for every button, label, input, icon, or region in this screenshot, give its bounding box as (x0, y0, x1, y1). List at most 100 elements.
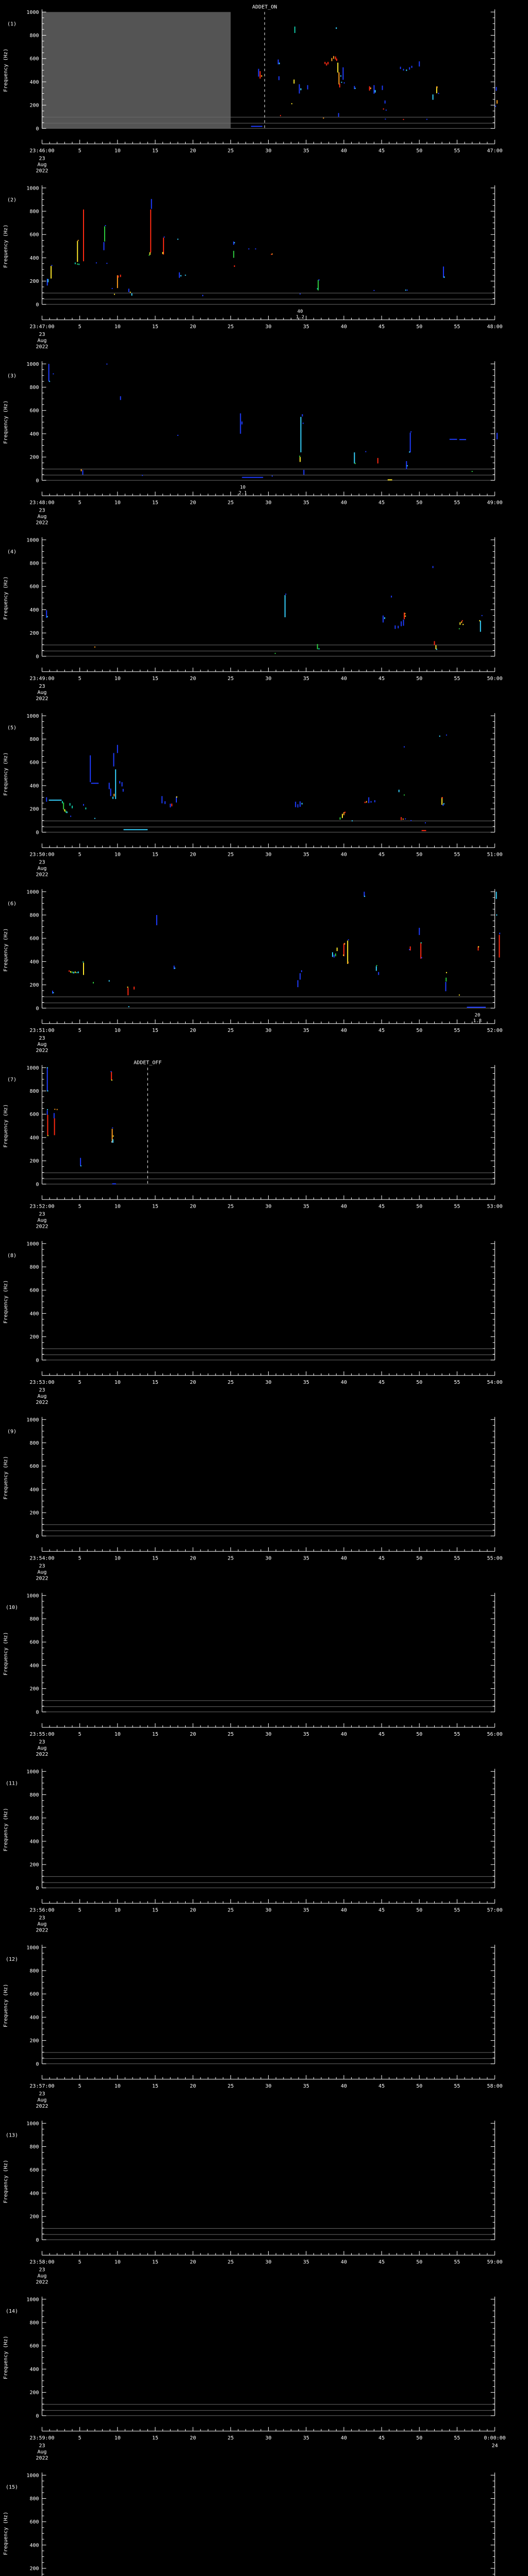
panel-title: ADDET_OFF (134, 1060, 161, 1065)
x-tick-label: 35 (303, 2083, 309, 2089)
y-axis-title: Frequency (Hz) (3, 225, 9, 268)
y-tick-label: 600 (29, 1112, 39, 1117)
x-tick-label: 10 (114, 1028, 121, 1033)
y-tick-label: 0 (36, 1006, 39, 1011)
x-tick-label: 40 (341, 676, 347, 682)
date-line: 23 (39, 2091, 45, 2097)
x-tick-label: 45 (378, 1555, 385, 1561)
panel-10: 0 200 400 600 800 1000 Frequency (Hz) (10) 5 10 15… (3, 1592, 503, 1757)
date-line: 23 (39, 1211, 45, 1217)
x-tick-label: 10 (114, 1732, 121, 1737)
date-line: Aug (37, 1745, 46, 1751)
date-line: 23 (39, 1387, 45, 1393)
x-tick-label: 55 (454, 1380, 460, 1385)
y-axis-title: Frequency (Hz) (3, 1104, 9, 1147)
x-tick-label: 50 (416, 500, 422, 505)
panel-index-label: (7) (7, 1077, 16, 1082)
x-tick-label: 5 (78, 500, 81, 505)
date-line: 2022 (36, 344, 48, 350)
y-tick-label: 600 (29, 232, 39, 238)
x-tick-label: 20 (190, 1204, 196, 1209)
y-tick-label: 0 (36, 478, 39, 484)
y-axis-title: Frequency (Hz) (3, 2336, 9, 2379)
x-tick-label: 30 (266, 1555, 272, 1561)
y-axis-title: Frequency (Hz) (3, 1984, 9, 2027)
y-tick-label: 800 (29, 913, 39, 919)
x-tick-label: 55 (454, 500, 460, 505)
y-tick-label: 800 (29, 33, 39, 39)
x-tick-label: 20 (190, 1028, 196, 1033)
date-line: 2022 (36, 1927, 48, 1933)
y-tick-label: 200 (29, 2566, 39, 2572)
annotation-score: 2.1 (239, 490, 247, 496)
x-tick-label: 5 (78, 1028, 81, 1033)
x-tick-label: 50 (416, 852, 422, 857)
date-line: 23 (39, 156, 45, 161)
y-tick-label: 600 (29, 1816, 39, 1821)
x-end-time-label: 50:00 (487, 676, 503, 682)
y-tick-label: 600 (29, 408, 39, 414)
y-tick-label: 0 (36, 1182, 39, 1188)
x-tick-label: 10 (114, 676, 121, 682)
x-tick-label: 30 (266, 1380, 272, 1385)
y-tick-label: 800 (29, 737, 39, 742)
x-tick-label: 30 (266, 676, 272, 682)
x-tick-label: 25 (227, 2083, 234, 2089)
y-tick-label: 0 (36, 2061, 39, 2067)
x-end-time-label: 59:00 (487, 2259, 503, 2265)
y-tick-label: 800 (29, 561, 39, 567)
y-axis-title: Frequency (Hz) (3, 928, 9, 972)
panel-index-label: (8) (7, 1253, 16, 1259)
y-axis-title: Frequency (Hz) (3, 2512, 9, 2555)
panel-2: 0 200 400 600 800 1000 Frequency (Hz) (2) 5 10 15 2… (3, 185, 503, 350)
y-tick-label: 400 (29, 1663, 39, 1669)
x-tick-label: 35 (303, 1907, 309, 1913)
x-tick-label: 50 (416, 1380, 422, 1385)
x-tick-label: 45 (378, 1732, 385, 1737)
y-tick-label: 1000 (26, 714, 39, 719)
panel-index-label: (14) (6, 2309, 18, 2314)
x-tick-label: 25 (227, 852, 234, 857)
date-line: Aug (37, 866, 46, 871)
date-line: 23 (39, 859, 45, 865)
y-tick-label: 800 (29, 1969, 39, 1974)
x-end-time-label: 58:00 (487, 2083, 503, 2089)
x-tick-label: 50 (416, 1555, 422, 1561)
y-tick-label: 400 (29, 607, 39, 613)
y-tick-label: 400 (29, 2543, 39, 2548)
x-tick-label: 35 (303, 1380, 309, 1385)
panel-6: 0 200 400 600 800 1000 Frequency (Hz) (6) 5 10 15 2… (3, 889, 503, 1054)
date-line: Aug (37, 690, 46, 696)
x-start-time-label: 23:56:00 (29, 1907, 54, 1913)
x-tick-label: 25 (227, 500, 234, 505)
panel-11: 0 200 400 600 800 1000 Frequency (Hz) (11) 5 10 15… (3, 1769, 503, 1933)
x-tick-label: 20 (190, 1907, 196, 1913)
x-tick-label: 10 (114, 2083, 121, 2089)
y-tick-label: 600 (29, 2344, 39, 2349)
x-tick-label: 25 (227, 2435, 234, 2441)
x-tick-label: 35 (303, 676, 309, 682)
x-tick-label: 25 (227, 148, 234, 154)
annotation-score: 1.8 (473, 1019, 482, 1024)
x-tick-label: 35 (303, 148, 309, 154)
x-tick-label: 10 (114, 1907, 121, 1913)
y-tick-label: 1000 (26, 2297, 39, 2302)
x-tick-label: 10 (114, 2259, 121, 2265)
x-tick-label: 5 (78, 2435, 81, 2441)
annotation-count: 40 (298, 309, 303, 314)
x-tick-label: 10 (114, 500, 121, 505)
x-tick-label: 55 (454, 1028, 460, 1033)
x-tick-label: 15 (152, 2259, 158, 2265)
x-end-time-label: 47:00 (487, 148, 503, 154)
y-axis-title: Frequency (Hz) (3, 1280, 9, 1324)
panel-index-label: (5) (7, 725, 16, 731)
x-tick-label: 10 (114, 148, 121, 154)
x-tick-label: 15 (152, 1907, 158, 1913)
y-axis-title: Frequency (Hz) (3, 2160, 9, 2203)
x-tick-label: 35 (303, 2259, 309, 2265)
y-tick-label: 1000 (26, 2473, 39, 2479)
x-tick-label: 30 (266, 1028, 272, 1033)
y-tick-label: 800 (29, 1792, 39, 1798)
